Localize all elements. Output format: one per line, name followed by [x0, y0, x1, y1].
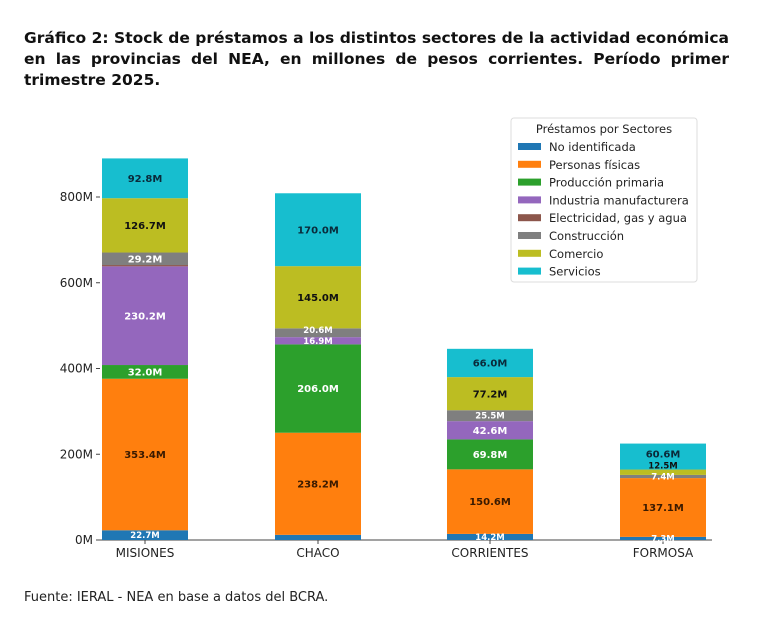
bar-segment [447, 348, 533, 378]
data-label: 12.5M [648, 462, 677, 472]
data-label: 137.1M [642, 503, 684, 514]
bar-segment [102, 265, 188, 267]
bar-segment [620, 536, 706, 540]
data-label: 238.2M [297, 479, 339, 490]
data-label: 150.6M [469, 497, 511, 508]
legend-item: Producción primaria [549, 176, 664, 190]
legend-swatch [518, 214, 541, 222]
bar-segment [102, 365, 188, 379]
bar-segment [275, 534, 361, 540]
bar-segment [102, 158, 188, 199]
data-label: 20.6M [303, 326, 332, 336]
data-label: 29.2M [128, 254, 163, 265]
bar-segment [275, 193, 361, 267]
bar-segment [447, 469, 533, 534]
data-label: 353.4M [124, 450, 166, 461]
data-label: 25.5M [475, 412, 504, 422]
data-label: 7.4M [651, 473, 675, 483]
bar-segment [620, 443, 706, 470]
legend-swatch [518, 196, 541, 204]
legend-item: Comercio [549, 247, 603, 261]
legend-swatch [518, 178, 541, 186]
bar-segment [102, 252, 188, 266]
data-label: 69.8M [473, 450, 508, 461]
bar-segment [620, 469, 706, 475]
data-label: 126.7M [124, 221, 166, 232]
bar-segment [275, 328, 361, 338]
data-label: 22.7M [130, 531, 159, 541]
x-tick-label: MISIONES [116, 546, 175, 560]
data-label: 145.0M [297, 293, 339, 304]
bar-segment [102, 530, 188, 540]
data-label: 32.0M [128, 367, 163, 378]
legend-swatch [518, 267, 541, 275]
data-label: 60.6M [646, 449, 681, 460]
y-tick-label: 400M [60, 362, 93, 376]
data-label: 230.2M [124, 311, 166, 322]
bar-segment [275, 344, 361, 433]
legend-swatch [518, 160, 541, 168]
bar-segment [620, 474, 706, 479]
legend-box [510, 117, 698, 283]
data-label: 77.2M [473, 389, 508, 400]
data-label: 16.9M [303, 337, 332, 347]
bar-segment [447, 377, 533, 411]
legend-item: Personas físicas [549, 158, 640, 172]
legend-swatch [518, 232, 541, 239]
source-note: Fuente: IERAL - NEA en base a datos del … [24, 590, 329, 605]
bar-segment [275, 266, 361, 329]
legend-title: Préstamos por Sectores [536, 122, 672, 136]
chart-title: Gráfico 2: Stock de préstamos a los dist… [24, 29, 729, 89]
bar-segment [102, 378, 188, 531]
bar-segment [447, 533, 533, 540]
legend-item: Servicios [549, 265, 601, 279]
bar-segment [620, 478, 706, 537]
bar-segment [447, 439, 533, 470]
y-tick-label: 0M [75, 533, 93, 547]
bar-segment [447, 421, 533, 440]
bar-segment [447, 410, 533, 422]
y-tick-label: 600M [60, 276, 93, 290]
bar-segment [102, 266, 188, 366]
bar-segment [275, 337, 361, 345]
legend-swatch [518, 143, 541, 150]
x-tick-label: CHACO [296, 546, 339, 560]
bar-segment [102, 198, 188, 253]
bar-segment [275, 432, 361, 535]
data-label: 206.0M [297, 384, 339, 395]
data-label: 66.0M [473, 359, 508, 370]
data-label: 42.6M [473, 426, 508, 437]
y-tick-label: 800M [60, 190, 93, 204]
data-label: 92.8M [128, 174, 163, 185]
x-tick-label: FORMOSA [633, 546, 694, 560]
legend-swatch [518, 249, 541, 257]
x-tick-label: CORRIENTES [451, 546, 528, 560]
legend-item: Industria manufacturera [549, 193, 689, 207]
data-label: 170.0M [297, 225, 339, 236]
data-label: 14.2M [475, 533, 504, 543]
legend-item: Construcción [549, 229, 624, 243]
data-label: 7.3M [651, 534, 675, 544]
legend-item: No identificada [549, 140, 636, 154]
legend-item: Electricidad, gas y agua [549, 211, 687, 225]
y-tick-label: 200M [60, 447, 93, 461]
